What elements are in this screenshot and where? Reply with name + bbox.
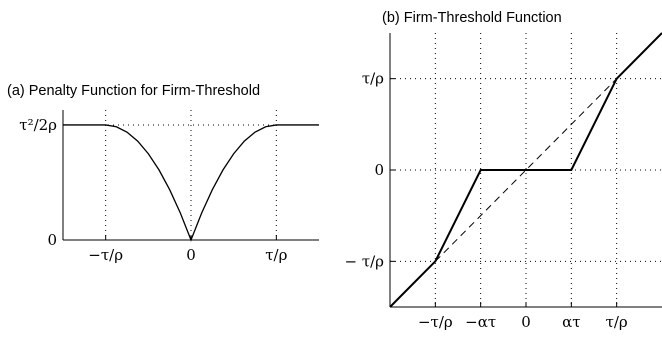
firm-threshold-chart: (b) Firm-Threshold Function −τ/ρ −ατ 0 ατ τ/…: [344, 10, 662, 331]
b-series-0-curve: [389, 32, 662, 308]
chart-b-title: (b) Firm-Threshold Function: [382, 10, 562, 26]
b-y-tick-label-0: − τ/ρ: [344, 252, 384, 270]
a-x-tick-label-0: −τ/ρ: [88, 246, 123, 264]
chart-a-title: (a) Penalty Function for Firm-Threshold: [7, 83, 260, 99]
a-x-tick-label-2: τ/ρ: [265, 246, 287, 264]
b-x-tick-label-1: −ατ: [465, 313, 496, 331]
a-y-tick-label-0: 0: [47, 231, 57, 249]
b-x-tick-label-0: −τ/ρ: [418, 313, 453, 331]
a-y-tick-label-1: τ²/2ρ: [19, 116, 57, 134]
b-x-tick-label-3: ατ: [562, 313, 580, 331]
b-y-tick-label-1: 0: [374, 161, 384, 179]
b-series-1-identity-line: [434, 78, 618, 262]
b-y-tick-label-2: τ/ρ: [362, 70, 384, 88]
a-series-0-curve: [63, 124, 319, 242]
a-x-tick-label-1: 0: [186, 246, 196, 264]
penalty-chart: (a) Penalty Function for Firm-Threshold …: [7, 83, 319, 264]
b-x-tick-label-4: τ/ρ: [606, 313, 628, 331]
b-x-tick-label-2: 0: [521, 313, 531, 331]
